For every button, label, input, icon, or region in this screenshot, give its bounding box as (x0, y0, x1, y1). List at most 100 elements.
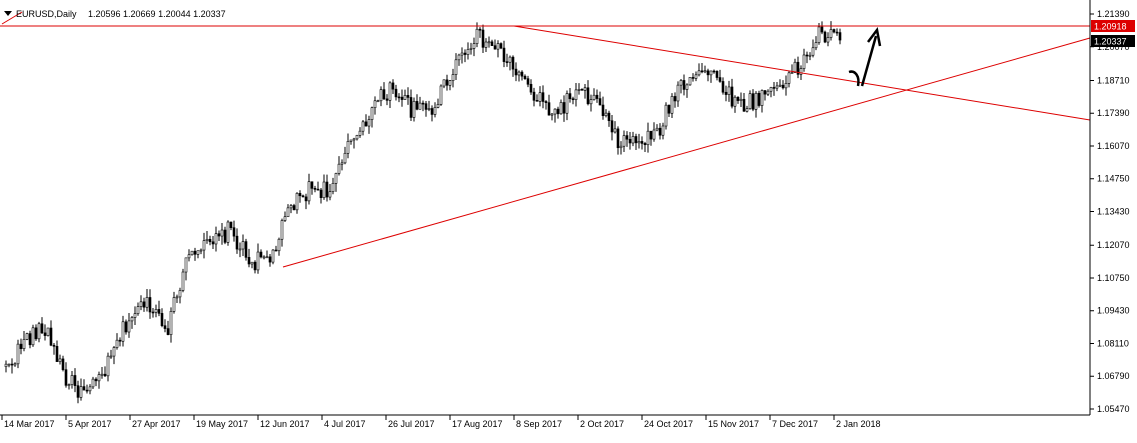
candle-bearish (394, 88, 398, 98)
price-tick-label: 1.17390 (1097, 108, 1130, 118)
candle-bearish (82, 386, 86, 391)
candle-bullish (550, 113, 554, 116)
time-axis-ticks: 14 Mar 2017 5 Apr 2017 27 Apr 2017 19 May 2… (1, 415, 881, 429)
candle-bullish (631, 136, 635, 144)
candle-bearish (544, 101, 548, 103)
candle-bearish (160, 313, 164, 327)
candle-bullish (646, 130, 650, 146)
trendline-corner-stub (1, 11, 23, 25)
trendline-ascending-support[interactable] (282, 37, 1091, 268)
candle-bullish (448, 80, 452, 86)
candle-bullish (784, 83, 788, 89)
candle-bullish (436, 104, 440, 108)
candle-bullish (670, 96, 674, 114)
candle-bullish (754, 92, 758, 110)
candle-bearish (364, 121, 368, 127)
candle-bullish (307, 181, 311, 202)
candle-bearish (19, 343, 23, 349)
candle-bearish (166, 328, 170, 335)
candle-bearish (502, 47, 506, 62)
time-tick-label: 2 Oct 2017 (580, 419, 624, 429)
candle-bearish (718, 77, 722, 82)
candle-bearish (835, 31, 839, 34)
candle-bearish (640, 141, 644, 144)
candle-bearish (316, 188, 320, 191)
candle-bearish (391, 82, 395, 90)
candle-bearish (259, 251, 263, 258)
candle-bearish (319, 189, 323, 198)
candle-bullish (460, 52, 464, 56)
trendlines-layer (0, 11, 1091, 268)
chevron-down-icon[interactable] (4, 11, 12, 16)
candle-bullish (442, 79, 446, 87)
candle-bullish (559, 102, 563, 115)
candle-bearish (820, 26, 824, 33)
candle-bullish (70, 375, 74, 385)
candle-bullish (328, 191, 332, 198)
candle-bullish (553, 108, 557, 115)
price-tick-label: 1.10750 (1097, 273, 1130, 283)
time-axis: 14 Mar 2017 5 Apr 2017 27 Apr 2017 19 May 2… (0, 414, 1090, 429)
candle-bearish (64, 369, 68, 386)
candle-bullish (517, 71, 521, 76)
candle-bullish (343, 152, 347, 164)
candle-bearish (421, 102, 425, 105)
candle-bullish (367, 119, 371, 127)
candle-bullish (67, 384, 71, 386)
candle-bullish (622, 135, 626, 147)
candle-bearish (430, 108, 434, 115)
candle-bearish (211, 241, 215, 245)
candle-bullish (748, 93, 752, 109)
candle-bearish (49, 327, 53, 346)
candle-bearish (607, 112, 611, 122)
candle-bearish (313, 188, 317, 190)
candle-bearish (52, 344, 56, 347)
candle-bullish (412, 101, 416, 118)
candle-bearish (415, 101, 419, 110)
candle-bearish (541, 92, 545, 102)
candle-bearish (382, 89, 386, 100)
candle-bearish (805, 54, 809, 57)
time-tick-label: 24 Oct 2017 (644, 419, 693, 429)
candle-bullish (484, 41, 488, 48)
candle-bullish (787, 72, 791, 84)
candle-bullish (355, 135, 359, 140)
candle-bearish (628, 138, 632, 144)
candle-bullish (139, 301, 143, 307)
candle-bullish (604, 112, 608, 116)
candle-bullish (289, 205, 293, 209)
candle-bearish (625, 135, 629, 140)
candle-bearish (61, 358, 65, 370)
candle-bullish (295, 193, 299, 211)
candle-bearish (400, 96, 404, 100)
candle-bullish (280, 220, 284, 240)
candle-bullish (136, 306, 140, 314)
candle-bullish (688, 77, 692, 86)
candle-bullish (403, 95, 407, 100)
candle-bearish (304, 196, 308, 202)
candle-bullish (739, 98, 743, 101)
candle-bearish (580, 89, 584, 91)
candle-bearish (310, 181, 314, 189)
time-tick-label: 7 Dec 2017 (772, 419, 818, 429)
candle-bullish (46, 327, 50, 336)
candle-bullish (574, 89, 578, 100)
candle-bullish (538, 92, 542, 102)
time-tick-label: 14 Mar 2017 (4, 419, 55, 429)
candle-bearish (103, 373, 107, 377)
candle-bullish (121, 321, 125, 342)
candle-bullish (613, 128, 617, 133)
candle-bearish (649, 130, 653, 140)
price-tick-label: 1.12070 (1097, 240, 1130, 250)
candle-bullish (637, 141, 641, 144)
candle-bearish (526, 78, 530, 85)
candle-bullish (115, 339, 119, 348)
candle-bearish (721, 81, 725, 93)
candle-bearish (520, 71, 524, 77)
candle-bullish (277, 238, 281, 252)
candle-bearish (268, 256, 272, 263)
candle-bullish (679, 80, 683, 86)
candle-bullish (676, 84, 680, 102)
candle-bearish (124, 321, 128, 333)
trendline-descending-resistance[interactable] (513, 25, 1091, 121)
